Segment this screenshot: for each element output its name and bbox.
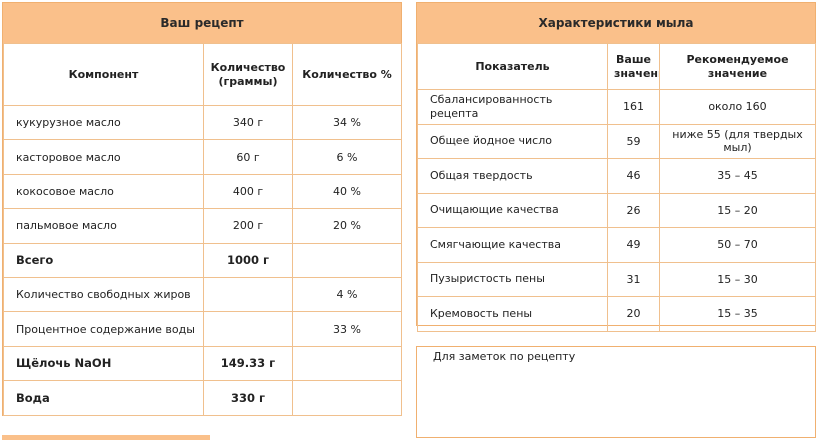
total-empty — [292, 242, 402, 278]
indicator-value: 20 — [607, 296, 660, 332]
soap-panel: Характеристики мыла Показатель Ваше знач… — [416, 2, 816, 332]
free-fat-value: 4 % — [292, 276, 402, 313]
ingredient-percent: 40 % — [292, 173, 402, 210]
ingredient-name: касторовое масло — [3, 139, 204, 175]
indicator-name: Смягчающие качества — [417, 227, 608, 263]
header-component: Компонент — [3, 43, 204, 106]
soap-title: Характеристики мыла — [417, 3, 815, 43]
table-row: Смягчающие качества 49 50 – 70 — [417, 227, 816, 263]
water-percent-row: Процентное содержание воды 33 % — [3, 311, 402, 347]
table-row: кокосовое масло 400 г 40 % — [3, 173, 402, 210]
header-indicator: Показатель — [417, 43, 608, 90]
ingredient-grams: 400 г — [203, 173, 293, 210]
ingredient-name: пальмовое масло — [3, 208, 204, 244]
table-row: Очищающие качества 26 15 – 20 — [417, 192, 816, 228]
notes-label: Для заметок по рецепту — [433, 350, 576, 363]
indicator-recommended: 15 – 35 — [659, 296, 816, 332]
total-label: Всего — [3, 242, 204, 278]
ingredient-name: кокосовое масло — [3, 173, 204, 210]
water-percent-value: 33 % — [292, 311, 402, 347]
table-row: Пузыристость пены 31 15 – 30 — [417, 261, 816, 297]
indicator-name: Общее йодное число — [417, 123, 608, 159]
table-row: касторовое масло 60 г 6 % — [3, 139, 402, 175]
soap-table: Показатель Ваше значение Рекомендуемое з… — [417, 43, 816, 332]
lye-value: 149.33 г — [203, 345, 293, 382]
ingredient-grams: 200 г — [203, 208, 293, 244]
recipe-header-row: Компонент Количество (граммы) Количество… — [3, 43, 402, 106]
ingredient-name: кукурузное масло — [3, 104, 204, 141]
indicator-value: 46 — [607, 158, 660, 194]
footer-accent-bar — [2, 435, 210, 440]
ingredient-grams: 60 г — [203, 139, 293, 175]
indicator-value: 31 — [607, 261, 660, 297]
indicator-recommended: 15 – 30 — [659, 261, 816, 297]
table-row: Кремовость пены 20 15 – 35 — [417, 296, 816, 332]
indicator-value: 161 — [607, 89, 660, 125]
lye-empty — [292, 345, 402, 382]
recipe-panel: Ваш рецепт Компонент Количество (граммы)… — [2, 2, 402, 416]
indicator-recommended: около 160 — [659, 89, 816, 125]
ingredient-grams: 340 г — [203, 104, 293, 141]
indicator-name: Сбалансированность рецепта — [417, 89, 608, 125]
total-value: 1000 г — [203, 242, 293, 278]
water-value: 330 г — [203, 380, 293, 416]
header-your-value: Ваше значение — [607, 43, 660, 90]
indicator-name: Кремовость пены — [417, 296, 608, 332]
indicator-name: Пузыристость пены — [417, 261, 608, 297]
table-row: Общее йодное число 59 ниже 55 (для тверд… — [417, 123, 816, 159]
water-row: Вода 330 г — [3, 380, 402, 416]
indicator-recommended: 50 – 70 — [659, 227, 816, 263]
indicator-recommended: ниже 55 (для твердых мыл) — [659, 123, 816, 159]
recipe-table: Компонент Количество (граммы) Количество… — [3, 43, 402, 416]
soap-header-row: Показатель Ваше значение Рекомендуемое з… — [417, 43, 816, 90]
indicator-name: Общая твердость — [417, 158, 608, 194]
ingredient-percent: 34 % — [292, 104, 402, 141]
lye-row: Щёлочь NaOH 149.33 г — [3, 345, 402, 382]
header-recommended: Рекомендуемое значение — [659, 43, 816, 90]
table-row: пальмовое масло 200 г 20 % — [3, 208, 402, 244]
water-percent-label: Процентное содержание воды — [3, 311, 204, 347]
recipe-title: Ваш рецепт — [3, 3, 401, 43]
free-fat-row: Количество свободных жиров 4 % — [3, 276, 402, 313]
indicator-value: 59 — [607, 123, 660, 159]
water-label: Вода — [3, 380, 204, 416]
free-fat-label: Количество свободных жиров — [3, 276, 204, 313]
ingredient-percent: 6 % — [292, 139, 402, 175]
water-percent-empty — [203, 311, 293, 347]
water-empty — [292, 380, 402, 416]
header-grams: Количество (граммы) — [203, 43, 293, 106]
indicator-value: 26 — [607, 192, 660, 228]
total-row: Всего 1000 г — [3, 242, 402, 278]
indicator-value: 49 — [607, 227, 660, 263]
ingredient-percent: 20 % — [292, 208, 402, 244]
indicator-recommended: 15 – 20 — [659, 192, 816, 228]
table-row: Сбалансированность рецепта 161 около 160 — [417, 89, 816, 125]
free-fat-empty — [203, 276, 293, 313]
table-row: кукурузное масло 340 г 34 % — [3, 104, 402, 141]
recipe-notes-area[interactable]: Для заметок по рецепту — [416, 346, 816, 438]
lye-label: Щёлочь NaOH — [3, 345, 204, 382]
indicator-recommended: 35 – 45 — [659, 158, 816, 194]
header-percent: Количество % — [292, 43, 402, 106]
indicator-name: Очищающие качества — [417, 192, 608, 228]
table-row: Общая твердость 46 35 – 45 — [417, 158, 816, 194]
